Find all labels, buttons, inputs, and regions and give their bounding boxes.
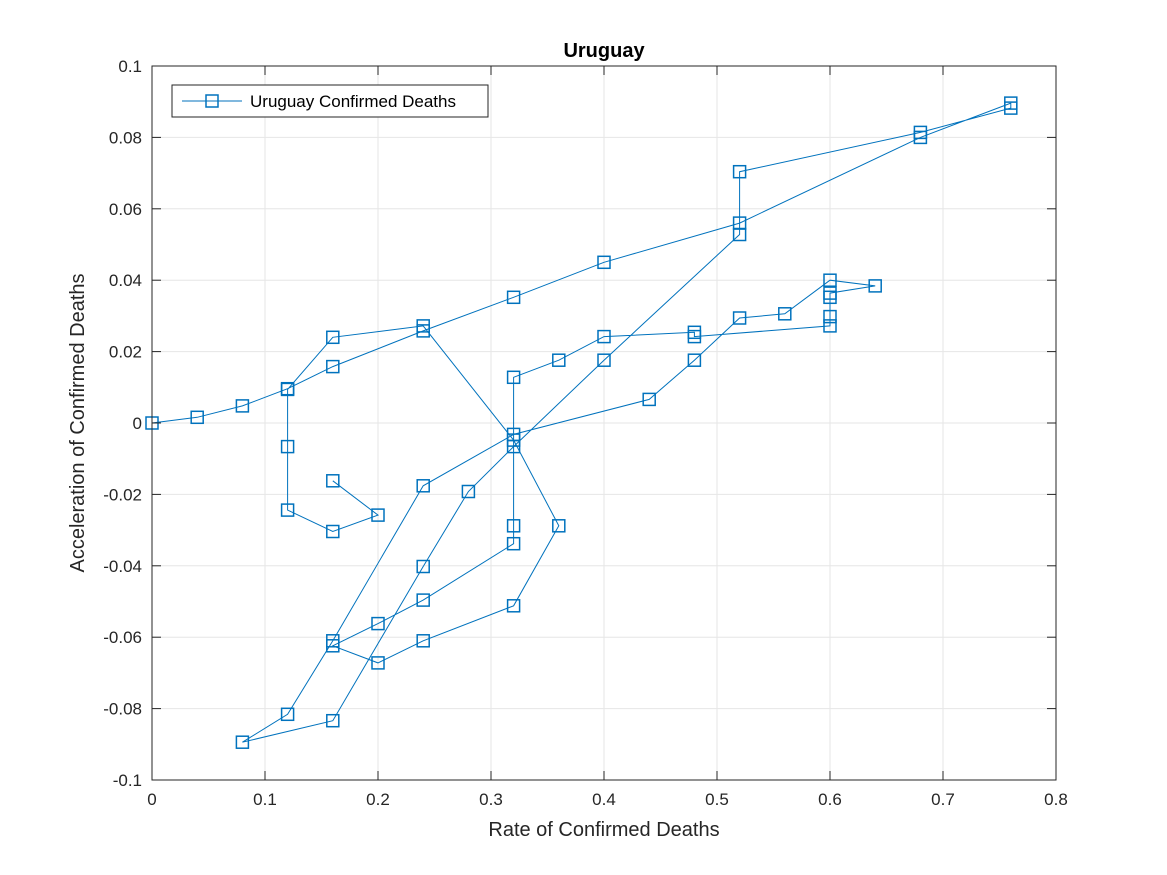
x-tick-label: 0.2	[366, 790, 390, 809]
data-point-marker	[326, 330, 340, 345]
data-point-marker	[326, 359, 340, 374]
data-point-marker	[371, 616, 385, 631]
data-point-marker	[235, 735, 250, 749]
x-tick-label: 0.6	[818, 790, 842, 809]
data-point-marker	[371, 656, 385, 670]
data-point-marker	[597, 329, 611, 344]
y-tick-label: 0.08	[109, 128, 142, 147]
data-point-marker	[642, 392, 656, 407]
data-point-marker	[687, 353, 702, 367]
legend-marker-icon	[205, 94, 219, 108]
data-point-marker	[190, 410, 204, 425]
y-tick-label: -0.06	[103, 628, 142, 647]
data-point-marker	[280, 707, 295, 722]
data-point-marker	[823, 309, 837, 324]
data-point-marker	[506, 433, 521, 447]
data-point-marker	[280, 382, 295, 397]
ticks: 0 0.1 0.2 0.3 0.4 0.5 0.6 0.7 0.8 -0.1 -0.08 -0.06 -…	[103, 57, 1068, 809]
data-point-marker	[326, 639, 340, 653]
y-tick-label: 0.06	[109, 200, 142, 219]
x-tick-label: 0.7	[931, 790, 955, 809]
data-point-marker	[416, 479, 430, 493]
x-tick-label: 0.5	[705, 790, 729, 809]
y-tick-label: 0.1	[118, 57, 142, 76]
legend-entry-label: Uruguay Confirmed Deaths	[250, 92, 456, 111]
x-axis-label: Rate of Confirmed Deaths	[488, 819, 719, 841]
data-point-marker	[280, 503, 295, 517]
data-point-marker	[778, 307, 792, 321]
data-point-marker	[732, 164, 747, 179]
chart-title: Uruguay	[563, 40, 645, 62]
data-point-marker	[823, 273, 837, 287]
y-tick-label: 0.04	[109, 271, 142, 290]
data-point-marker	[913, 125, 928, 140]
data-point-marker	[552, 519, 566, 533]
x-tick-label: 0.4	[592, 790, 616, 809]
data-point-marker	[506, 536, 521, 551]
data-point-marker	[461, 484, 476, 499]
data-point-marker	[823, 319, 837, 333]
data-point-marker	[552, 353, 566, 367]
data-point-marker	[506, 370, 521, 385]
y-axis-label: Acceleration of Confirmed Deaths	[67, 273, 89, 572]
data-point-marker	[597, 255, 611, 270]
legend: Uruguay Confirmed Deaths	[171, 84, 489, 118]
data-point-marker	[732, 311, 747, 325]
x-tick-label: 0.3	[479, 790, 503, 809]
data-point-marker	[416, 593, 430, 607]
data-point-marker	[506, 519, 521, 533]
data-point-marker	[1004, 101, 1018, 115]
series-line	[151, 102, 1012, 743]
series-layer	[145, 96, 1018, 749]
data-point-marker	[235, 399, 250, 413]
y-tick-label: 0	[133, 414, 142, 433]
x-tick-label: 0.1	[253, 790, 277, 809]
x-tick-label: 0	[147, 790, 156, 809]
y-tick-label: -0.02	[103, 485, 142, 504]
data-point-marker	[732, 227, 747, 242]
data-point-marker	[868, 279, 882, 293]
x-tick-label: 0.8	[1044, 790, 1068, 809]
data-point-marker	[823, 290, 837, 305]
data-point-marker	[416, 319, 430, 333]
data-point-marker	[506, 599, 521, 613]
data-point-marker	[597, 353, 611, 367]
data-point-marker	[687, 325, 702, 340]
y-tick-label: 0.02	[109, 343, 142, 362]
data-point-marker	[326, 474, 340, 488]
y-tick-label: -0.1	[113, 771, 142, 790]
y-tick-label: -0.08	[103, 700, 142, 719]
data-point-marker	[416, 634, 430, 648]
y-tick-label: -0.04	[103, 557, 142, 576]
data-point-marker	[416, 559, 430, 574]
data-point-marker	[371, 508, 385, 522]
legend-box	[171, 84, 489, 118]
data-point-marker	[506, 290, 521, 305]
data-point-marker	[326, 524, 340, 539]
grid-lines	[151, 65, 1057, 781]
data-point-marker	[280, 439, 295, 454]
data-point-marker	[326, 713, 340, 728]
